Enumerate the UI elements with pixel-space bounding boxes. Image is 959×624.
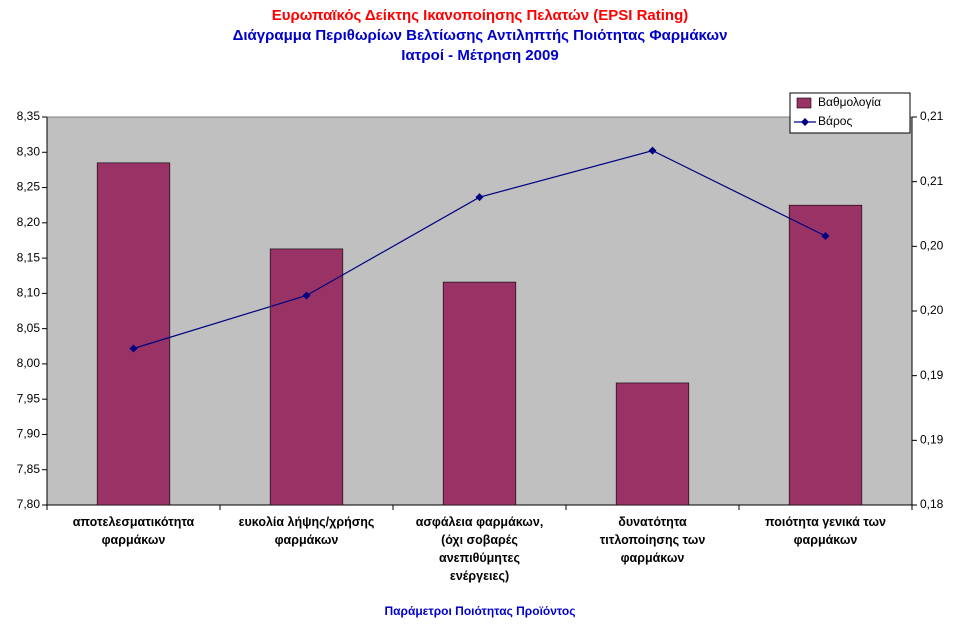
line-marker (475, 193, 484, 202)
line-marker (648, 146, 657, 155)
bar (788, 204, 863, 506)
y-tick-label: 7,90 (17, 427, 41, 441)
y2-tick-label: 0,19 (920, 368, 944, 382)
y-tick-label: 7,80 (17, 497, 41, 511)
line-marker (129, 344, 138, 353)
chart-subtitle: Ιατροί - Μέτρηση 2009 (401, 47, 558, 64)
x-tick-label: ασφάλεια φαρμάκων, (όχι σοβαρές ανεπιθύμητ… (416, 515, 544, 583)
y-tick-label: 8,05 (17, 321, 41, 335)
y2-tick-label: 0,21 (920, 174, 944, 188)
bar (615, 382, 690, 506)
chart-subtitle: Διάγραμμα Περιθωρίων Βελτίωσης Αντιληπτή… (233, 27, 728, 44)
chart-title: Ευρωπαϊκός Δείκτης Ικανοποίησης Πελατών … (272, 7, 689, 24)
y-tick-label: 8,10 (17, 286, 41, 300)
y-tick-label: 7,85 (17, 462, 41, 476)
y-tick-label: 8,20 (17, 215, 41, 229)
y2-tick-label: 0,18 (920, 497, 944, 511)
x-tick-label: ευκολία λήψης/χρήσης φαρμάκων (239, 515, 375, 547)
y-tick-label: 8,30 (17, 144, 41, 158)
y-tick-label: 8,15 (17, 250, 41, 264)
y2-tick-label: 0,20 (920, 239, 944, 253)
y2-tick-label: 0,19 (920, 433, 944, 447)
legend-label: Βαθμολογία (818, 95, 881, 109)
y-tick-label: 7,95 (17, 391, 41, 405)
bar (269, 248, 344, 506)
x-tick-label: δυνατότητα τιτλοποίησης των φαρμάκων (600, 515, 706, 565)
y2-tick-label: 0,21 (920, 109, 944, 123)
x-tick-label: ποιότητα γενικά των φαρμάκων (765, 515, 886, 547)
y-tick-label: 8,25 (17, 180, 41, 194)
x-tick-label: αποτελεσματικότητα φαρμάκων (73, 515, 195, 547)
line-marker (302, 291, 311, 300)
line-marker (821, 231, 830, 240)
y-tick-label: 8,00 (17, 356, 41, 370)
y-tick-label: 8,35 (17, 109, 41, 123)
legend-swatch (796, 97, 812, 109)
x-axis-label: Παράμετροι Ποιότητας Προϊόντος (385, 604, 576, 618)
bar (96, 162, 171, 506)
bar (442, 281, 517, 506)
y2-tick-label: 0,20 (920, 303, 944, 317)
legend-label: Βάρος (818, 114, 852, 128)
legend-marker (801, 118, 809, 126)
